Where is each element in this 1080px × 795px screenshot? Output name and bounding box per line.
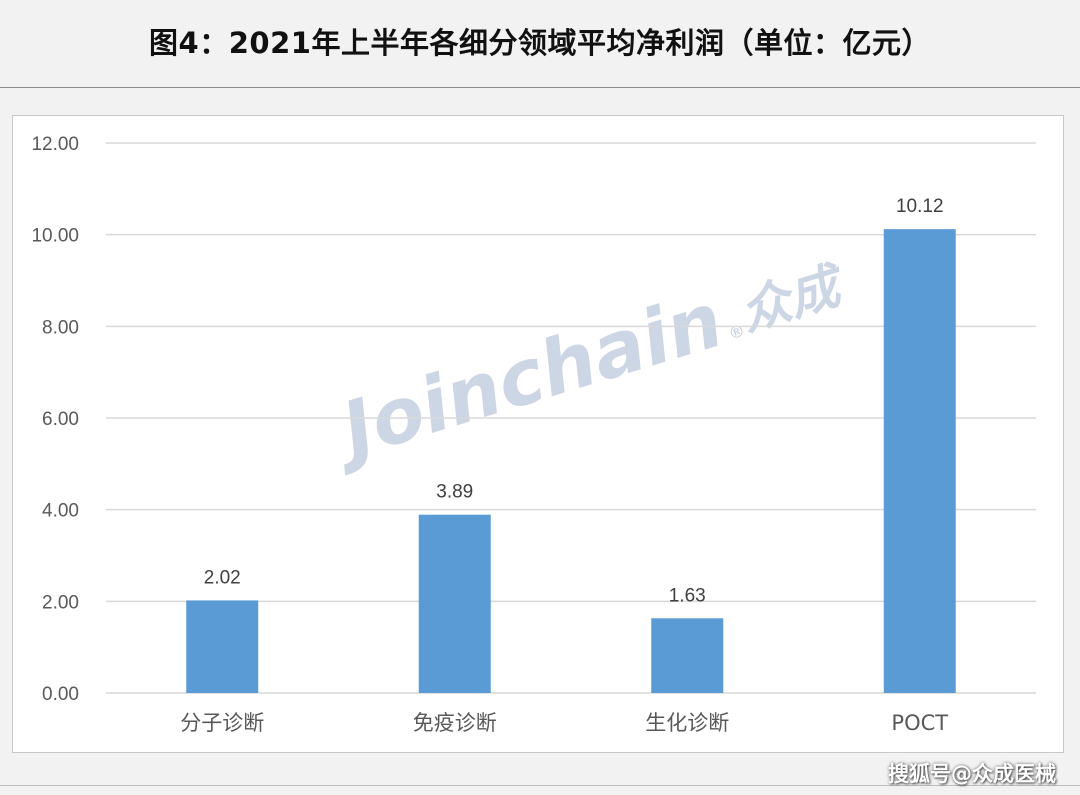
y-tick-label: 4.00 bbox=[42, 501, 79, 522]
x-tick-label: 生化诊断 bbox=[645, 711, 729, 735]
y-tick-label: 6.00 bbox=[42, 409, 79, 430]
watermark-cn-text: 众成 bbox=[733, 255, 852, 342]
bar bbox=[651, 618, 724, 693]
x-tick-label: 分子诊断 bbox=[180, 711, 264, 735]
x-tick-label: POCT bbox=[891, 711, 948, 735]
data-label: 10.12 bbox=[896, 196, 944, 217]
source-credit: 搜狐号@众成医械 bbox=[888, 762, 1056, 786]
bar bbox=[186, 600, 259, 693]
y-tick-label: 0.00 bbox=[42, 684, 79, 705]
bar bbox=[418, 514, 491, 693]
header-bar: 图4：2021年上半年各细分领域平均净利润（单位：亿元） bbox=[0, 0, 1080, 88]
y-tick-label: 2.00 bbox=[42, 592, 79, 613]
data-label: 1.63 bbox=[669, 585, 706, 606]
x-tick-label: 免疫诊断 bbox=[413, 711, 497, 735]
footer-divider bbox=[0, 785, 1080, 786]
watermark-text: Joinchain bbox=[320, 275, 733, 478]
y-tick-label: 12.00 bbox=[31, 134, 79, 155]
chart-title: 图4：2021年上半年各细分领域平均净利润（单位：亿元） bbox=[149, 26, 931, 60]
y-tick-label: 8.00 bbox=[42, 317, 79, 338]
data-label: 3.89 bbox=[436, 482, 473, 503]
bar bbox=[883, 229, 956, 693]
watermark: Joinchain®众成 bbox=[320, 255, 853, 478]
y-tick-label: 10.00 bbox=[31, 226, 79, 247]
data-label: 2.02 bbox=[204, 567, 241, 588]
